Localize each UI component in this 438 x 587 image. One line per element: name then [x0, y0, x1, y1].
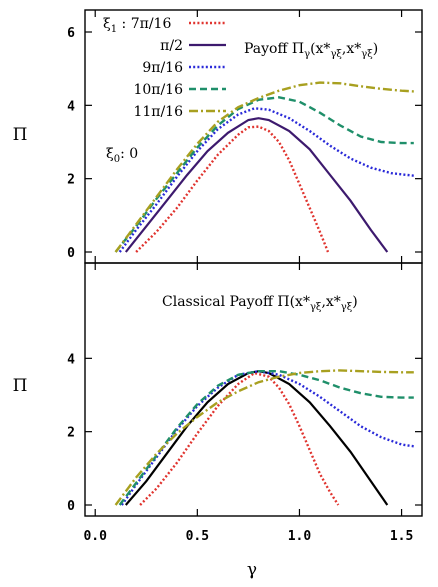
x-tick-label: 0.0 — [83, 529, 107, 544]
xi0-prefix: ξ — [106, 146, 114, 162]
x-tick-label: 1.0 — [288, 529, 312, 544]
top-title-sub1: γ — [304, 49, 310, 60]
top-title-end: ) — [373, 41, 378, 57]
legend-label-3: 9π/16 — [142, 60, 183, 76]
xi0-text: : 0 — [120, 146, 138, 162]
x-tick-label: 1.5 — [390, 529, 413, 544]
bottom-title-args: (x* — [290, 294, 310, 310]
y-tick-label: 4 — [67, 352, 75, 367]
series-line-5 — [114, 81, 414, 253]
x-tick-label: 0.5 — [186, 529, 209, 544]
top-series-group — [114, 81, 414, 253]
bottom-title-mid: ,x* — [321, 294, 340, 310]
bottom-panel-frame — [84, 262, 423, 517]
y-tick-label: 0 — [67, 499, 75, 514]
y-tick-label: 6 — [67, 26, 75, 41]
series-line-3 — [120, 369, 414, 506]
bottom-title-sub3: γξ — [341, 302, 353, 313]
series-line-1 — [135, 125, 330, 253]
x-ticks: 0.0 0.5 1.0 1.5 — [83, 10, 413, 544]
legend-label-2: π/2 — [160, 38, 183, 54]
top-y-label: Π — [13, 125, 28, 145]
top-title-main: Payoff Π — [244, 41, 304, 57]
top-title-sub3: γξ — [361, 49, 373, 60]
xi0-annotation: ξ0: 0 — [106, 146, 138, 165]
bottom-chart-title: Classical Payoff Π(x*γξ,x*γξ) — [162, 294, 358, 313]
y-tick-label: 2 — [67, 173, 75, 188]
legend-label-5: 11π/16 — [133, 104, 183, 120]
bottom-title-main: Classical Payoff Π — [162, 294, 290, 310]
series-line-4 — [114, 96, 414, 253]
x-axis-label: γ — [247, 560, 257, 580]
legend-title: ξ1 : 7π/16 — [103, 16, 171, 35]
top-title-args: (x* — [310, 41, 330, 57]
bottom-y-label: Π — [13, 376, 28, 396]
bottom-title-sub2: γξ — [310, 302, 322, 313]
top-chart-title: Payoff Πγ(x*γξ,x*γξ) — [244, 41, 378, 60]
series-line-4 — [118, 370, 414, 506]
top-title-sub2: γξ — [330, 49, 342, 60]
xi0-sub: 0 — [114, 154, 120, 165]
top-y-ticks: 0 2 4 6 — [67, 26, 422, 261]
bottom-series-group — [114, 369, 414, 506]
bottom-y-ticks: 0 2 4 — [67, 352, 422, 514]
series-line-5 — [114, 369, 414, 506]
y-tick-label: 2 — [67, 426, 75, 441]
bottom-title-end: ) — [352, 294, 357, 310]
bottom-panel: 024 0.0 0.5 1.0 1.5 Π γ Classical Payoff Π(… — [13, 10, 423, 580]
top-title-mid: ,x* — [342, 41, 361, 57]
legend-title-sub: 1 — [111, 24, 117, 35]
series-line-2 — [124, 370, 389, 506]
legend-label-4: 10π/16 — [133, 82, 183, 98]
y-tick-label: 4 — [67, 99, 75, 114]
legend-title-text: : 7π/16 — [117, 16, 171, 32]
legend: ξ1 : 7π/16 π/2 9π/16 10π/16 11π/16 — [103, 16, 226, 120]
series-line-2 — [124, 117, 389, 253]
legend-title-prefix: ξ — [103, 16, 111, 32]
series-line-3 — [118, 107, 414, 253]
series-line-1 — [139, 371, 340, 506]
y-tick-label: 0 — [67, 246, 75, 261]
